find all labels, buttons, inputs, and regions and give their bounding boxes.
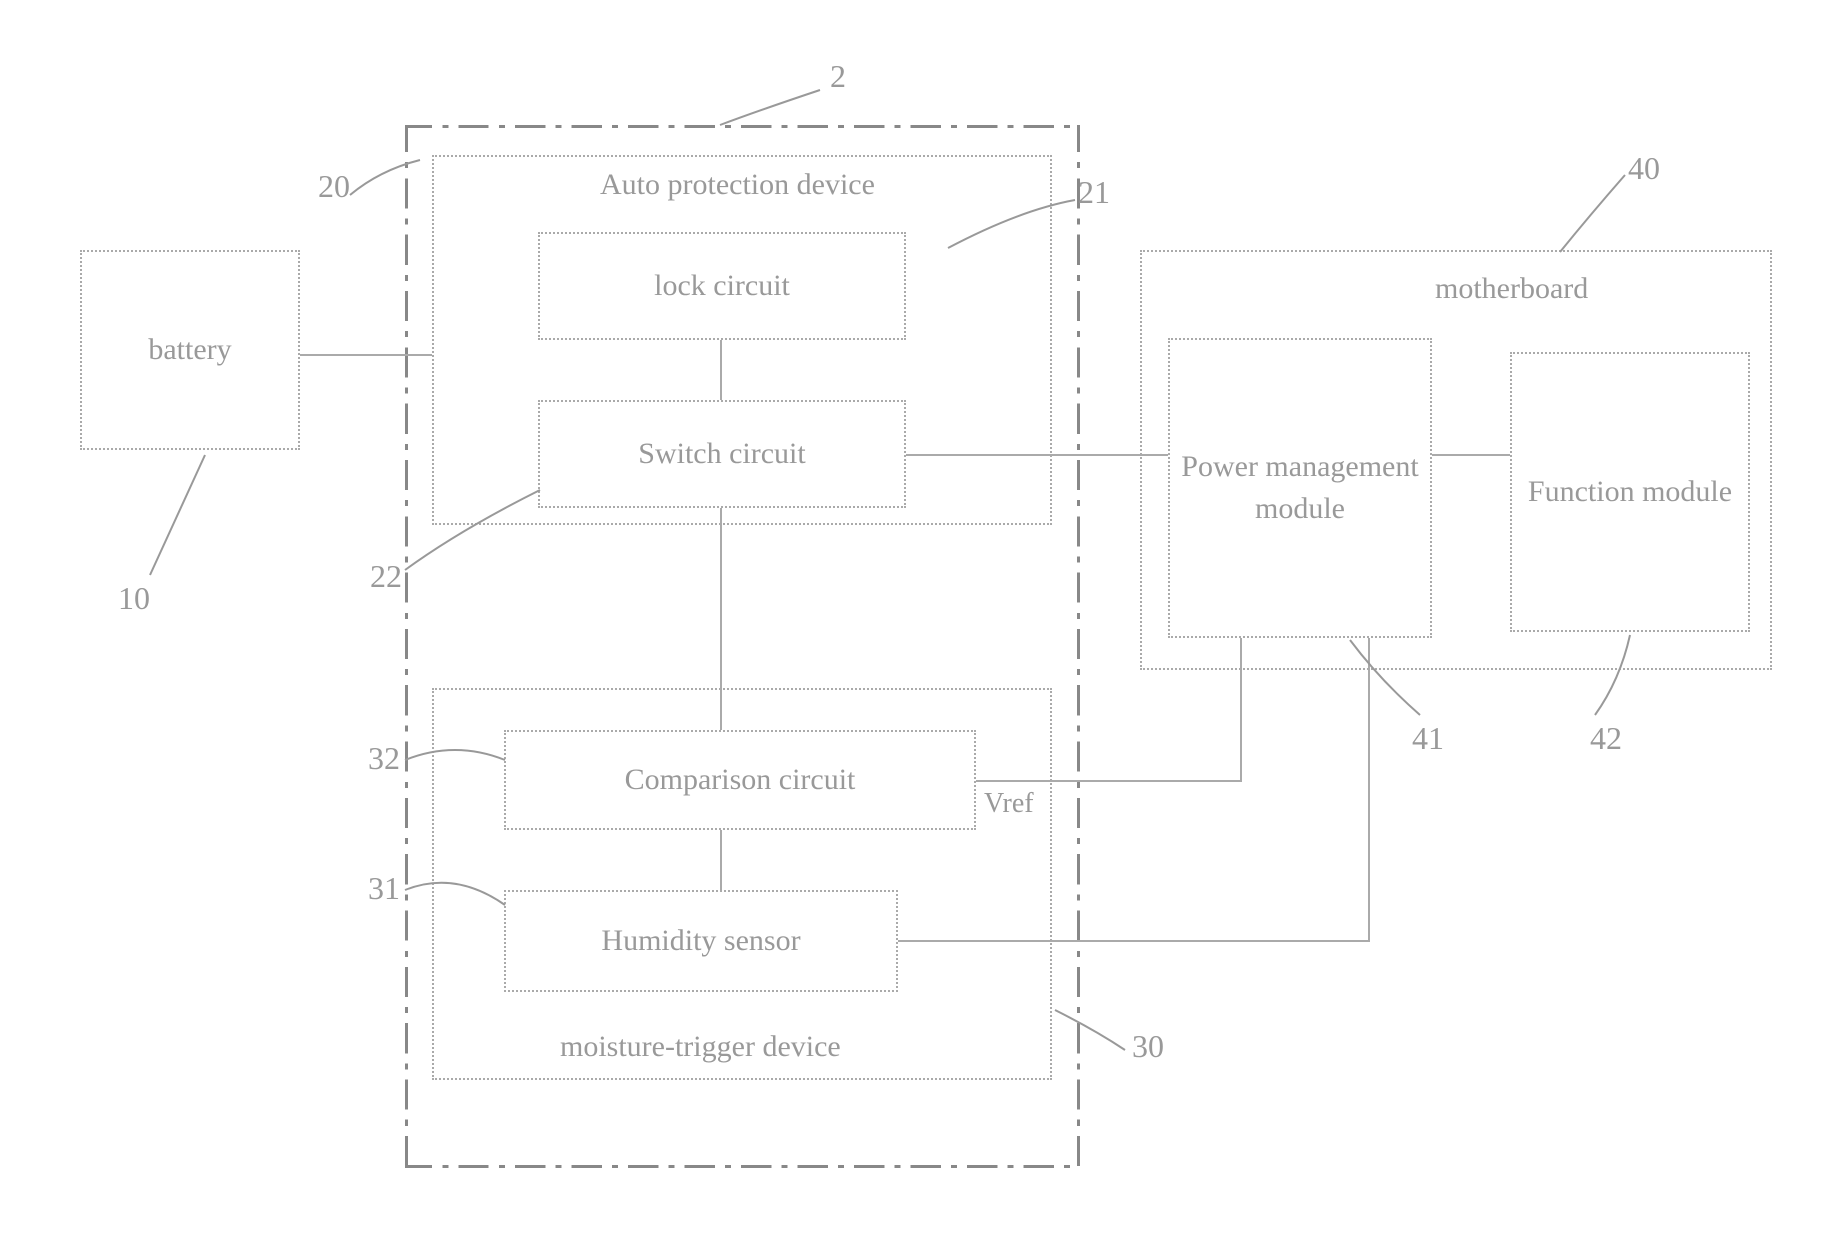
lead-42 xyxy=(0,0,1832,1258)
